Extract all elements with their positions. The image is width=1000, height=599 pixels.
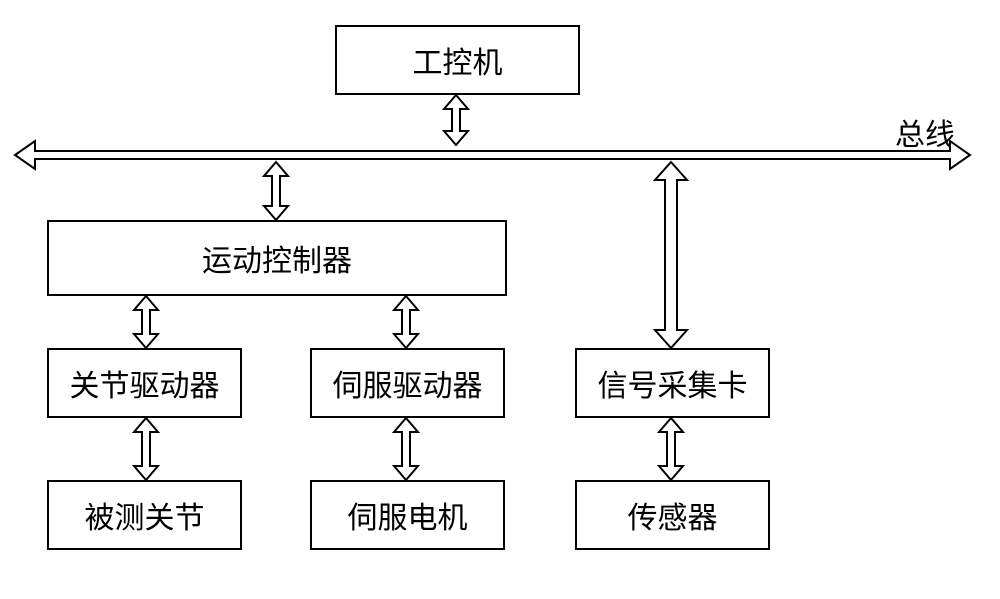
ipc-label: 工控机 [413,38,503,82]
motion-controller-box: 运动控制器 [47,220,507,296]
servo-driver-label: 伺服驱动器 [333,361,483,405]
servo-motor-box: 伺服电机 [310,480,505,550]
joint-driver-label: 关节驱动器 [70,361,220,405]
tested-joint-box: 被测关节 [47,480,242,550]
signal-card-box: 信号采集卡 [575,348,770,418]
bus-label: 总线 [895,110,955,154]
sensor-label: 传感器 [628,493,718,537]
tested-joint-label: 被测关节 [85,493,205,537]
joint-driver-box: 关节驱动器 [47,348,242,418]
motion-controller-label: 运动控制器 [202,236,352,280]
sensor-box: 传感器 [575,480,770,550]
signal-card-label: 信号采集卡 [598,361,748,405]
servo-driver-box: 伺服驱动器 [310,348,505,418]
servo-motor-label: 伺服电机 [348,493,468,537]
ipc-box: 工控机 [335,25,580,95]
